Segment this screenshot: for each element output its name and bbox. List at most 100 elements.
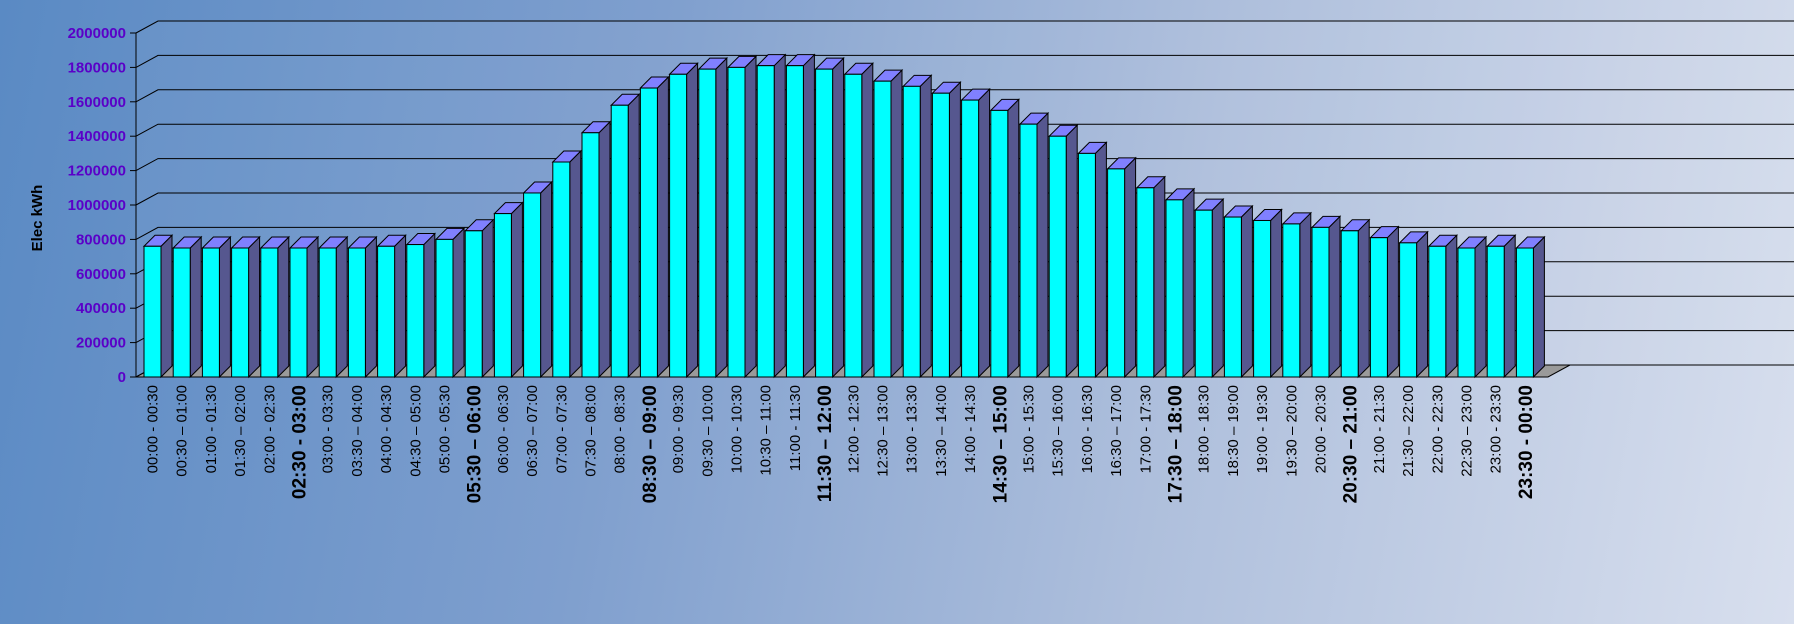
x-tick-label: 23:30 - 00:00 [1516,385,1537,499]
bar [143,245,162,378]
bar-side [1124,156,1137,379]
bar-side [1328,215,1341,379]
x-tick-label: 16:30 – 17:00 [1108,385,1125,477]
bar-side [1094,141,1107,379]
bar-side [189,235,202,379]
bar-side [1503,234,1516,379]
y-tick-label: 1000000 [68,197,126,214]
bar [1019,123,1038,378]
y-tick-label: 1600000 [68,94,126,111]
bar [844,73,863,378]
bar-side [1153,175,1166,379]
y-tick-label: 1800000 [68,59,126,76]
bar [347,247,366,378]
x-tick-label: 08:00 - 08:30 [612,385,629,473]
x-tick-label: 10:00 - 10:30 [729,385,746,473]
bar [1399,242,1418,378]
gridline [135,54,1794,68]
x-tick-label: 23:00 - 23:30 [1488,385,1505,473]
gridline [135,20,1794,34]
bar-side [1386,225,1399,379]
y-tick-label: 200000 [76,335,126,352]
bar [493,213,512,378]
bar [1428,245,1447,378]
x-tick-label: 00:30 – 01:00 [174,385,191,477]
bar [610,104,629,378]
x-tick-label: 22:30 – 23:00 [1459,385,1476,477]
x-tick-label: 09:00 - 09:30 [670,385,687,473]
y-tick-label: 800000 [76,231,126,248]
x-tick-label: 11:00 - 11:30 [787,385,804,471]
x-tick-label: 20:30 – 21:00 [1341,385,1362,503]
bar-side [1007,98,1020,379]
bar-side [1532,235,1545,379]
bar [406,244,425,378]
gridline [135,158,1794,172]
x-tick-label: 18:00 - 18:30 [1196,385,1213,473]
bar [1340,230,1359,378]
bar-side [510,201,523,379]
bar-side [364,235,377,379]
bar [1194,209,1213,378]
bar [902,85,921,378]
x-tick-label: 02:30 - 03:00 [290,385,311,499]
bar [172,247,191,378]
x-tick-label: 03:00 - 03:30 [320,385,337,473]
bar [727,66,746,378]
x-tick-label: 14:30 – 15:00 [990,385,1011,503]
bar-side [686,62,699,379]
bar-side [1036,111,1049,379]
x-tick-label: 00:00 - 00:30 [145,385,162,473]
bar [289,247,308,378]
bar [1311,226,1330,378]
y-tick-label: 0 [118,369,126,386]
bar-side [890,68,903,379]
bar-side [306,235,319,379]
x-tick-label: 21:00 - 21:30 [1371,385,1388,473]
bar-side [423,232,436,379]
bar-side [1211,197,1224,379]
bar [435,238,454,378]
bar-side [802,53,815,379]
bar-side [715,56,728,379]
gridline [135,123,1794,137]
y-tick-label: 600000 [76,266,126,283]
bar [581,132,600,378]
gridline [135,89,1794,103]
x-tick-label: 19:30 – 20:00 [1283,385,1300,477]
x-tick-label: 05:30 – 06:00 [465,385,486,503]
y-axis-ticks: 0 200000 400000 600000 800000 1000000 1200000 1… [68,25,136,386]
bar-side [1474,235,1487,379]
bar [785,65,804,378]
x-tick-label: 05:00 - 05:30 [437,385,454,473]
x-tick-label: 15:30 – 16:00 [1050,385,1067,477]
x-tick-label: 09:30 – 10:00 [699,385,716,477]
bar [260,247,279,378]
bar-side [1182,187,1195,379]
bar [931,92,950,378]
bar [377,245,396,378]
bar [1282,223,1301,378]
bar-side [598,120,611,379]
x-tick-label: 12:30 – 13:00 [875,385,892,477]
x-tick-label: 07:00 - 07:30 [553,385,570,473]
bar-side [277,235,290,379]
bar [669,73,688,378]
bar-side [481,218,494,379]
bar-side [248,235,261,379]
x-tick-label: 19:00 - 19:30 [1254,385,1271,473]
bar-side [569,149,582,379]
bar-side [160,234,173,379]
x-tick-label: 12:00 - 12:30 [845,385,862,473]
bar [1165,199,1184,378]
bar [961,99,980,378]
x-tick-label: 13:30 – 14:00 [933,385,950,477]
bar [873,80,892,378]
bar [1253,219,1272,378]
y-axis-label: Elec kWh [29,185,46,252]
bar [1515,247,1534,378]
bar-side [394,234,407,379]
bar [231,247,250,378]
x-tick-label: 18:30 – 19:00 [1225,385,1242,477]
